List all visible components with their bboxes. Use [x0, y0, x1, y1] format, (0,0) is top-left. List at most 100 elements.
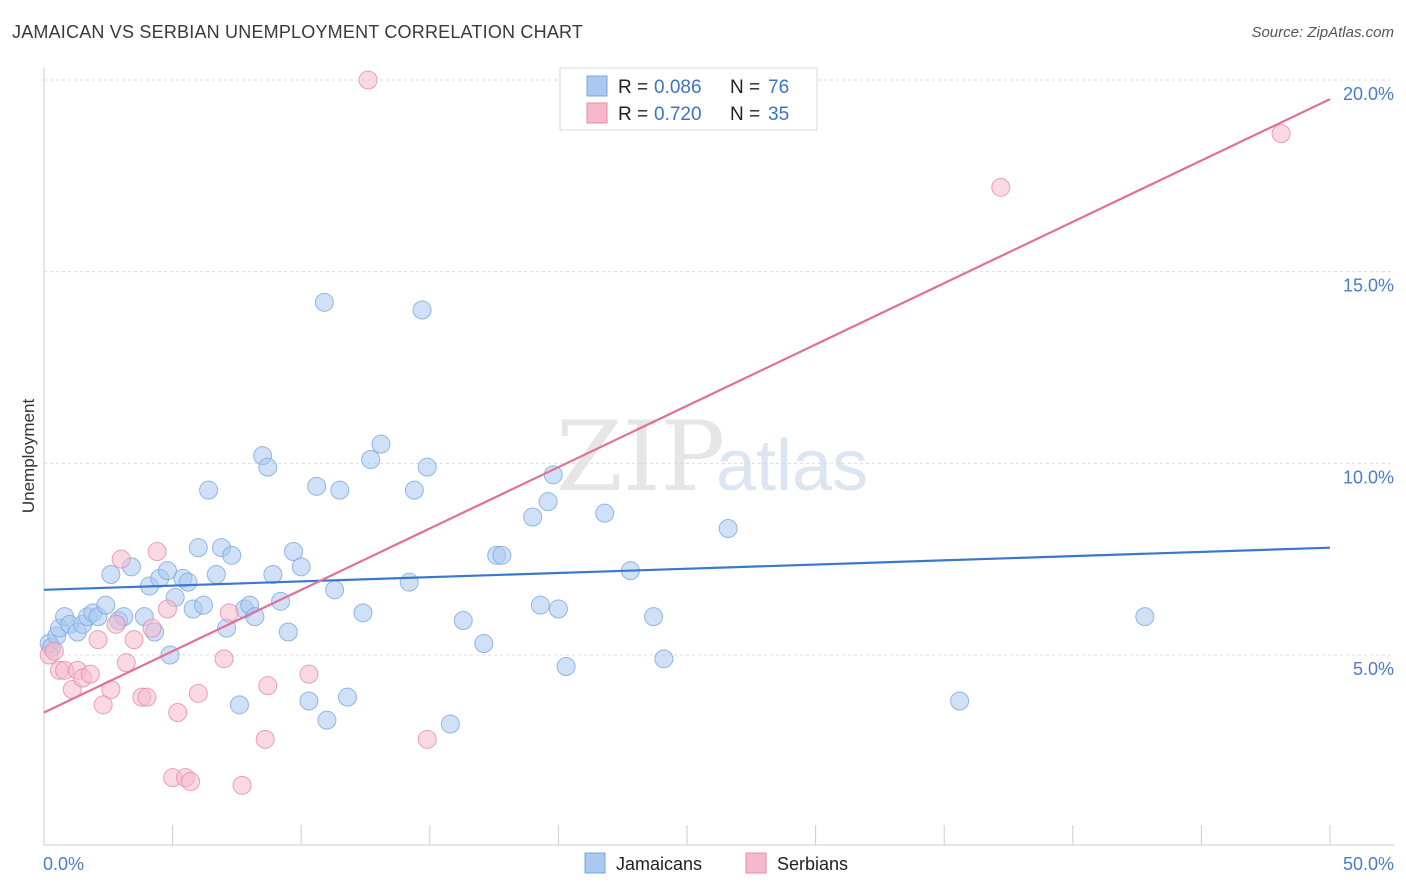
legend-n-label-serbians: N = [730, 104, 760, 125]
jamaicans-point [474, 634, 494, 653]
jamaicans-point [361, 450, 381, 469]
series-legend-swatch-jamaicans [584, 852, 606, 874]
jamaicans-point [718, 519, 738, 538]
serbians-point [106, 614, 126, 634]
jamaicans-point [222, 545, 242, 565]
jamaicans-point [595, 503, 615, 523]
jamaicans-point [263, 565, 283, 584]
serbians-point [358, 70, 378, 90]
jamaicans-point [453, 611, 473, 630]
serbians-point [93, 695, 113, 715]
x-tick-label-max: 50.0% [1343, 854, 1394, 874]
jamaicans-point [101, 565, 121, 584]
legend-r-label-jamaicans: R = [618, 77, 648, 98]
serbians-point [991, 177, 1011, 197]
legend-r-value-serbians: 0.720 [654, 104, 702, 125]
legend-r-label-serbians: R = [618, 104, 648, 125]
jamaicans-point [530, 595, 550, 615]
jamaicans-point [314, 292, 334, 312]
serbians-point [299, 664, 319, 684]
axes [43, 68, 1394, 846]
watermark-atlas: atlas [716, 426, 868, 506]
serbians-point [258, 676, 278, 696]
series-legend-label-serbians: Serbians [777, 854, 848, 874]
serbians-point [214, 649, 234, 669]
serbians-point [232, 775, 252, 795]
stats-legend: R = 0.086 N = 76 R = 0.720 N = 35 [559, 67, 818, 131]
y-tick-label-3: 20.0% [1343, 84, 1394, 104]
serbians-point [124, 630, 144, 650]
jamaicans-point [299, 691, 319, 711]
legend-swatch-jamaicans [586, 75, 608, 97]
serbians-point [88, 630, 108, 650]
y-tick-labels: 5.0% 10.0% 15.0% 20.0% [1343, 84, 1394, 679]
serbians-point [80, 664, 100, 684]
serbians-trend-line [43, 98, 1331, 714]
serbians-point [188, 683, 208, 703]
chart-title: JAMAICAN VS SERBIAN UNEMPLOYMENT CORRELA… [12, 22, 584, 42]
jamaicans-point [556, 657, 576, 676]
jamaicans-points [39, 292, 1155, 734]
jamaicans-point [271, 591, 291, 611]
y-tick-label-2: 15.0% [1343, 276, 1394, 296]
y-axis-title: Unemployment [19, 399, 38, 514]
serbians-point [219, 603, 239, 623]
serbians-points [39, 70, 1291, 795]
serbians-point [255, 729, 275, 749]
serbians-point [142, 618, 162, 638]
serbians-point [157, 599, 177, 619]
jamaicans-point [278, 622, 298, 642]
serbians-point [147, 542, 167, 561]
series-legend-swatch-serbians [745, 852, 767, 874]
y-tick-label-1: 10.0% [1343, 467, 1394, 487]
jamaicans-point [283, 542, 303, 561]
legend-n-value-serbians: 35 [768, 104, 789, 125]
jamaicans-point [206, 565, 226, 584]
jamaicans-point [523, 507, 543, 527]
y-tick-label-0: 5.0% [1353, 659, 1394, 679]
jamaicans-point [178, 572, 198, 592]
legend-n-label-jamaicans: N = [730, 77, 760, 98]
jamaicans-point [371, 434, 391, 454]
legend-r-value-jamaicans: 0.086 [654, 77, 702, 98]
jamaicans-point [492, 545, 512, 565]
jamaicans-point [291, 557, 311, 577]
jamaicans-point [193, 595, 213, 615]
jamaicans-point [644, 607, 664, 627]
jamaicans-point [157, 561, 177, 581]
jamaicans-point [548, 599, 568, 619]
serbians-point [181, 772, 201, 791]
jamaicans-point [337, 687, 357, 707]
jamaicans-point [307, 476, 327, 496]
jamaicans-point [404, 480, 424, 500]
jamaicans-point [353, 603, 373, 623]
jamaicans-point [654, 649, 674, 669]
watermark-zip: ZIP [556, 401, 725, 513]
trend-lines [43, 98, 1331, 714]
jamaicans-point [330, 480, 350, 500]
jamaicans-point [188, 538, 208, 558]
serbians-point [417, 729, 437, 749]
jamaicans-point [245, 607, 265, 627]
jamaicans-point [199, 480, 219, 500]
jamaicans-point [399, 572, 419, 592]
serbians-point [1271, 124, 1291, 144]
jamaicans-point [412, 300, 432, 320]
x-tick-label-min: 0.0% [43, 854, 84, 874]
jamaicans-point [1135, 607, 1155, 627]
series-legend-label-jamaicans: Jamaicans [616, 854, 702, 874]
legend-n-value-jamaicans: 76 [768, 77, 789, 98]
jamaicans-point [950, 691, 970, 711]
jamaicans-point [317, 710, 337, 730]
chart-source: Source: ZipAtlas.com [1251, 24, 1394, 41]
serbians-point [111, 549, 131, 569]
jamaicans-point [440, 714, 460, 734]
jamaicans-trend-line [43, 546, 1331, 591]
jamaicans-point [538, 492, 558, 512]
jamaicans-point [417, 457, 437, 477]
jamaicans-point [325, 580, 345, 600]
serbians-point [116, 653, 136, 673]
serbians-point [137, 687, 157, 707]
serbians-point [168, 703, 188, 722]
